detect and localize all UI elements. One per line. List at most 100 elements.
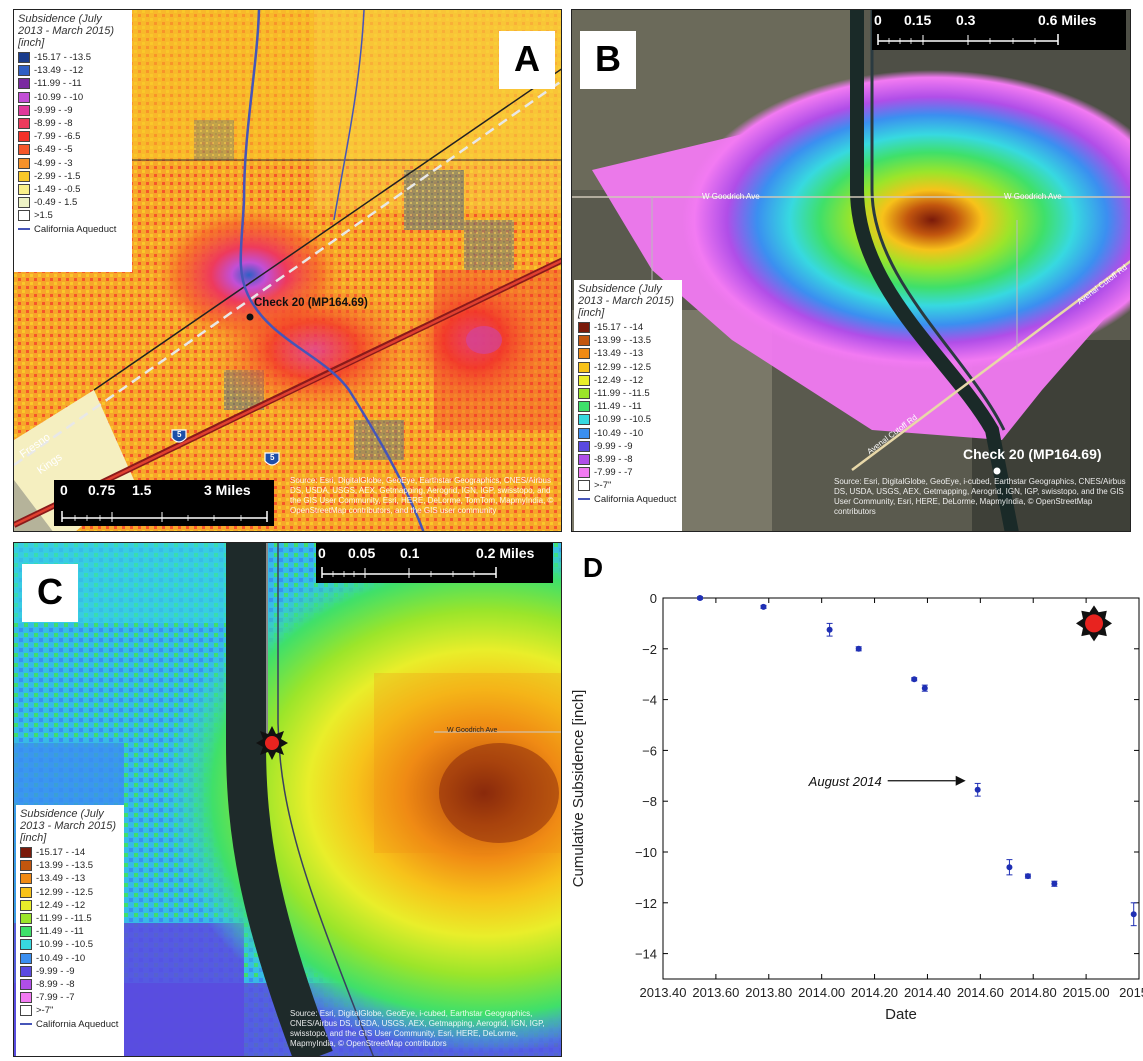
legend-row: -13.99 - -13.5 [578, 334, 678, 347]
legend-title: Subsidence (July 2013 - March 2015) [inc… [578, 283, 674, 319]
legend-label: -12.49 - -12 [36, 899, 86, 911]
legend-label: -10.99 - -10 [34, 91, 84, 103]
legend-row: -9.99 - -9 [18, 104, 128, 117]
legend-swatch [578, 388, 590, 400]
legend-row: -7.99 - -7 [578, 466, 678, 479]
data-point [760, 603, 767, 610]
scale-tick-label: 0.6 Miles [1038, 12, 1097, 28]
data-point [921, 685, 928, 692]
x-tick-label: 2014.80 [1010, 985, 1057, 1000]
legend-label: -6.49 - -5 [34, 144, 73, 156]
scale-tick-label: 0.1 [400, 545, 420, 561]
legend-swatch [18, 52, 30, 64]
legend-row: -4.99 - -3 [18, 157, 128, 170]
legend-label: -10.99 - -10.5 [594, 414, 652, 426]
legend-row: -15.17 - -13.5 [18, 51, 128, 64]
y-axis-label: Cumulative Subsidence [inch] [571, 690, 587, 888]
scale-tick-label: 0.2 Miles [476, 545, 535, 561]
legend-swatch [578, 467, 590, 479]
legend-title: Subsidence (July 2013 - March 2015) [inc… [18, 13, 114, 49]
scale-tick-label: 0.15 [904, 12, 932, 28]
scale-tick-label: 1.5 [132, 482, 152, 498]
map-attribution: Source: Esri, DigitalGlobe, GeoEye, i-cu… [290, 1009, 545, 1048]
interstate-5-icon [171, 429, 280, 466]
legend-swatch [578, 322, 590, 334]
legend-label: -9.99 - -9 [594, 440, 633, 452]
legend-swatch [578, 401, 590, 413]
data-point [697, 595, 704, 601]
legend-row: -11.99 - -11 [18, 77, 128, 90]
y-tick-label: −4 [642, 693, 657, 708]
legend-swatch [18, 197, 30, 209]
legend-row: -11.99 - -11.5 [20, 912, 120, 925]
road-label: W Goodrich Ave [702, 192, 760, 201]
legend-swatch [578, 480, 590, 492]
annotation-text: August 2014 [808, 774, 882, 789]
legend-swatch [18, 91, 30, 103]
subsidence-chart: 2013.40 2013.60 2013.80 2014.00 2014.20 2014.… [571, 591, 1143, 1023]
legend-row: -13.99 - -13.5 [20, 859, 120, 872]
panel-letter-b: B [580, 31, 636, 89]
legend-label: -10.99 - -10.5 [36, 939, 94, 951]
x-tick-label: 2014.20 [851, 985, 898, 1000]
map-b-scale-bar: 0 0.15 0.3 0.6 Miles [872, 10, 1126, 50]
legend-swatch [20, 1005, 32, 1017]
x-tick-label: 2014.00 [798, 985, 845, 1000]
legend-swatch [20, 847, 32, 859]
panel-a-map: Check 20 (MP164.69) 5 5 Fresno Kings A S… [13, 9, 562, 532]
legend-row: -8.99 - -8 [20, 978, 120, 991]
x-tick-label: 2014.60 [957, 985, 1004, 1000]
scale-ruler [321, 567, 497, 578]
legend-swatch [578, 335, 590, 347]
legend-swatch [20, 965, 32, 977]
legend-label: >-7" [36, 1005, 54, 1017]
legend-row: -13.49 - -13 [578, 347, 678, 360]
legend-row: >-7" [20, 1004, 120, 1017]
map-a-scale-bar: 0 0.75 1.5 3 Miles [54, 480, 274, 526]
legend-aqueduct-row: California Aqueduct [578, 492, 678, 505]
legend-swatch [578, 348, 590, 360]
scale-tick-label: 0.75 [88, 482, 116, 498]
legend-swatch [20, 926, 32, 938]
legend-row: -12.49 - -12 [578, 374, 678, 387]
legend-row: -15.17 - -14 [578, 321, 678, 334]
legend-swatch [20, 952, 32, 964]
legend-row: -12.99 - -12.5 [20, 886, 120, 899]
y-tick-label: 0 [650, 591, 657, 606]
map-a-legend: Subsidence (July 2013 - March 2015) [inc… [14, 10, 132, 272]
data-point [1130, 911, 1137, 918]
scale-tick-label: 0 [874, 12, 882, 28]
map-b-legend: Subsidence (July 2013 - March 2015) [inc… [574, 280, 682, 531]
legend-label: -13.99 - -13.5 [594, 335, 652, 347]
legend-label: -11.99 - -11.5 [594, 388, 650, 400]
interstate-label: 5 [177, 430, 182, 439]
legend-list: -15.17 - -13.5 -13.49 - -12 -11.99 - -11 -1… [18, 51, 128, 222]
legend-label: -9.99 - -9 [34, 104, 73, 116]
aqueduct-line-symbol [578, 498, 590, 501]
scale-tick-label: 3 Miles [204, 482, 251, 498]
legend-swatch [18, 170, 30, 182]
legend-swatch [20, 992, 32, 1004]
legend-row: -1.49 - -0.5 [18, 183, 128, 196]
legend-swatch [20, 939, 32, 951]
road-label: W Goodrich Ave [447, 727, 498, 734]
legend-swatch [18, 131, 30, 143]
legend-swatch [18, 104, 30, 116]
data-point [911, 676, 918, 683]
legend-title: Subsidence (July 2013 - March 2015) [inc… [20, 808, 116, 844]
x-tick-label: 2013.40 [640, 985, 687, 1000]
legend-label: -13.99 - -13.5 [36, 860, 94, 872]
legend-swatch [578, 427, 590, 439]
legend-swatch [20, 873, 32, 885]
legend-label: -12.99 - -12.5 [594, 361, 652, 373]
x-axis-label: Date [885, 1006, 917, 1023]
x-tick-label: 2015.00 [1063, 985, 1110, 1000]
panel-c-map: W Goodrich Ave C 0 0.05 0.1 0.2 Miles Su… [13, 542, 562, 1057]
legend-swatch [578, 414, 590, 426]
legend-label: California Aqueduct [36, 1018, 119, 1030]
aqueduct-line-symbol [18, 228, 30, 231]
legend-label: -10.49 - -10 [36, 952, 86, 964]
legend-row: -6.49 - -5 [18, 143, 128, 156]
legend-label: -2.99 - -1.5 [34, 170, 81, 182]
annotation-arrowhead [955, 775, 966, 786]
